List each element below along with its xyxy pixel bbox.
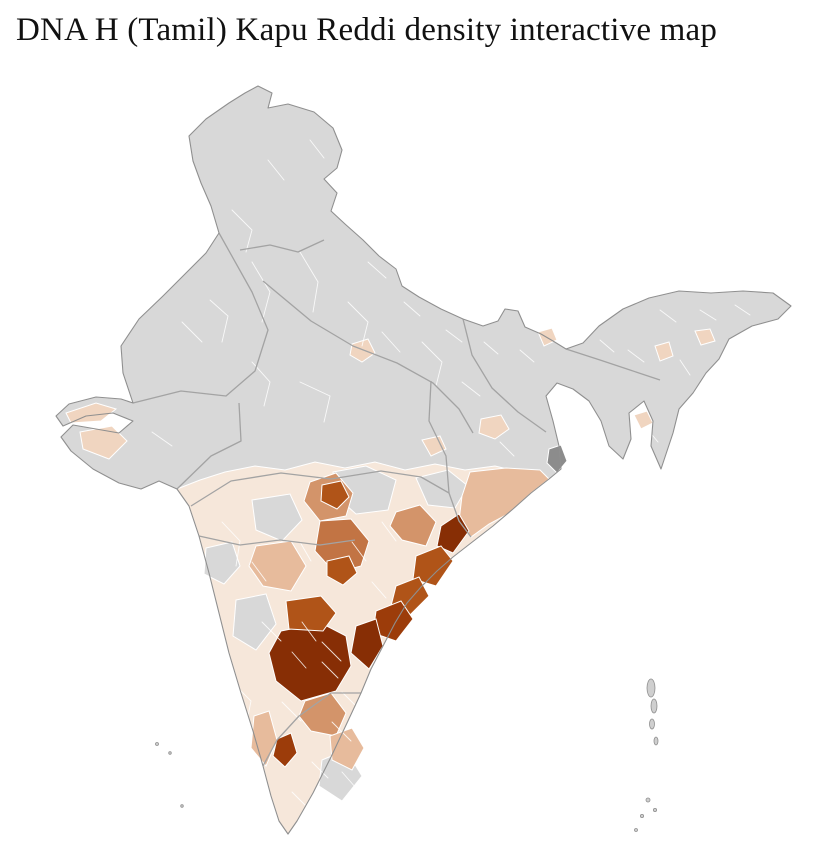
district-patch[interactable] (232, 593, 277, 651)
district-patch[interactable] (203, 541, 241, 585)
district-patch[interactable] (421, 435, 447, 457)
state-borders (132, 232, 661, 767)
district-patch[interactable] (320, 480, 350, 510)
district-patch[interactable] (654, 341, 674, 362)
district-patch[interactable] (79, 425, 128, 460)
district-patch[interactable] (694, 328, 716, 346)
country-outline (55, 85, 792, 835)
district-patch[interactable] (314, 518, 370, 574)
district-patch[interactable] (268, 622, 352, 702)
district-patch[interactable] (251, 493, 303, 542)
district-patch[interactable] (349, 338, 376, 363)
district-patch[interactable] (537, 327, 558, 347)
district-patch[interactable] (478, 414, 510, 440)
district-patch[interactable] (412, 545, 454, 587)
lakshadweep-islands[interactable] (155, 742, 184, 808)
district-patch[interactable] (389, 504, 437, 547)
district-patch[interactable] (350, 618, 384, 670)
district-patch[interactable] (326, 555, 358, 586)
district-patch[interactable] (458, 467, 550, 538)
page-title: DNA H (Tamil) Kapu Reddi density interac… (16, 12, 718, 48)
district-patch[interactable] (65, 402, 118, 424)
district-patch[interactable] (272, 732, 298, 768)
andaman-islands[interactable] (634, 678, 659, 832)
district-patch[interactable] (285, 595, 337, 632)
country-silhouette[interactable] (55, 85, 792, 835)
